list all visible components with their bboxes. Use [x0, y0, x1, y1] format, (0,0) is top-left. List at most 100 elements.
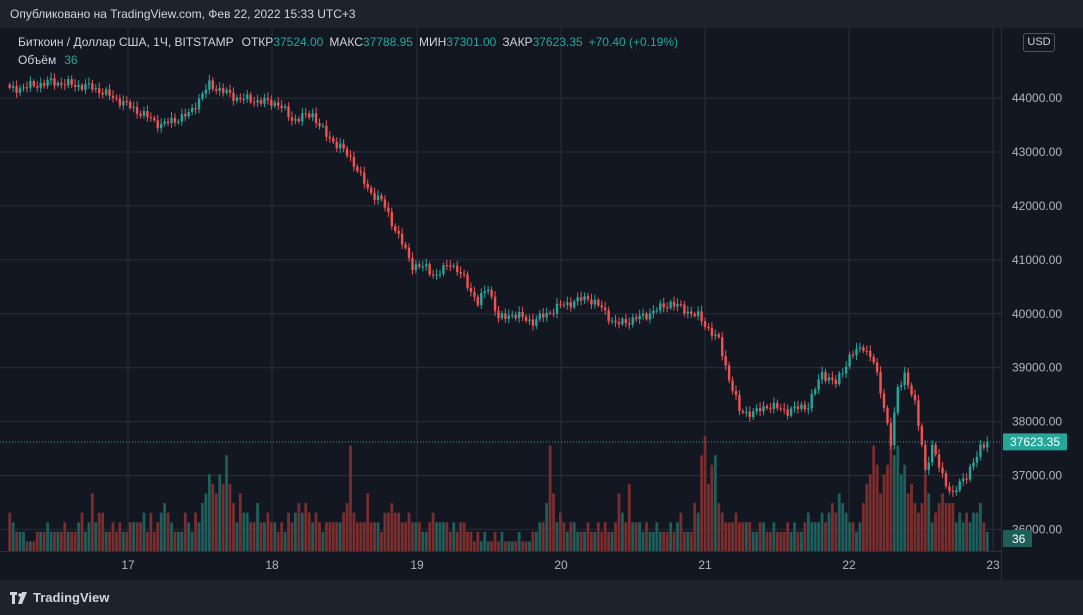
- candle-body: [779, 408, 782, 410]
- candle-body: [356, 166, 359, 171]
- candle-body: [913, 394, 917, 401]
- volume-bar: [325, 522, 328, 551]
- candle-body: [862, 347, 865, 351]
- volume-bar: [848, 522, 851, 551]
- volume-bar: [786, 522, 790, 551]
- volume-bar: [479, 541, 483, 551]
- volume-bar: [882, 474, 886, 551]
- candle-body: [118, 98, 122, 106]
- volume-bar: [930, 522, 934, 551]
- candle-body: [727, 365, 731, 381]
- price-tick-label: 43000.00: [1012, 145, 1062, 159]
- candle-body: [452, 265, 455, 267]
- volume-bar: [658, 531, 662, 551]
- volume-bar: [517, 531, 521, 551]
- volume-bar: [225, 455, 228, 551]
- volume-bar: [899, 474, 903, 551]
- volume-bar: [128, 522, 132, 551]
- volume-bar: [455, 531, 459, 551]
- volume-bar: [390, 503, 394, 551]
- candle-body: [32, 81, 36, 87]
- candle-body: [552, 313, 555, 315]
- volume-bar: [104, 531, 108, 551]
- candle-body: [710, 327, 714, 336]
- volume-bar: [565, 531, 569, 551]
- candle-body: [538, 313, 542, 320]
- volume-bar: [435, 522, 438, 551]
- candle-body: [834, 379, 838, 385]
- candle-body: [91, 83, 94, 90]
- candle-body: [194, 107, 197, 110]
- volume-bar: [283, 531, 287, 551]
- candle-body: [36, 86, 39, 88]
- candle-body: [703, 321, 707, 327]
- volume-bar: [376, 522, 380, 551]
- volume-bar: [892, 455, 896, 551]
- candle-body: [824, 372, 827, 381]
- candle-body: [672, 301, 676, 307]
- candle-body: [986, 441, 989, 448]
- volume-bar: [961, 522, 965, 551]
- chart-legend: Биткоин / Доллар США, 1Ч, BITSTAMP ОТКР …: [18, 34, 678, 68]
- candle-body: [875, 362, 879, 373]
- candle-body: [817, 379, 820, 390]
- candle-body: [328, 136, 332, 139]
- volume-bar: [8, 512, 12, 551]
- volume-bar: [548, 445, 552, 551]
- candle-body: [628, 323, 631, 325]
- volume-bar: [177, 531, 180, 551]
- candle-body: [211, 80, 215, 90]
- volume-bar: [975, 512, 979, 551]
- candle-body: [517, 311, 521, 319]
- candle-body: [153, 117, 156, 121]
- candle-body: [982, 444, 986, 448]
- volume-bar: [958, 512, 962, 551]
- candle-body: [359, 170, 363, 173]
- tradingview-logo[interactable]: TradingView: [10, 590, 109, 605]
- candle-body: [535, 319, 538, 326]
- volume-bar: [744, 522, 748, 551]
- candle-body: [256, 100, 259, 103]
- open-label: ОТКР: [241, 35, 274, 49]
- volume-bar: [603, 522, 607, 551]
- volume-bar: [707, 483, 710, 551]
- volume-bar: [662, 531, 666, 551]
- high-value: 37788.95: [362, 35, 413, 49]
- volume-bar: [913, 503, 917, 551]
- currency-badge[interactable]: USD: [1023, 33, 1055, 52]
- volume-bar: [803, 522, 807, 551]
- candle-body: [865, 350, 869, 352]
- volume-bar: [954, 522, 958, 551]
- volume-bar: [927, 493, 931, 551]
- volume-bar: [645, 522, 648, 551]
- volume-bar: [617, 493, 621, 551]
- volume-bar: [462, 522, 466, 551]
- volume-bar: [772, 522, 776, 551]
- volume-bar: [490, 541, 493, 551]
- volume-bar: [135, 522, 139, 551]
- bottom-bar: TradingView: [0, 580, 1083, 615]
- volume-label[interactable]: Объём: [18, 53, 57, 67]
- candle-body: [215, 89, 218, 91]
- volume-bar: [896, 445, 900, 551]
- candle-body: [490, 289, 493, 297]
- candle-body: [731, 380, 734, 392]
- candle-body: [60, 82, 63, 85]
- volume-bar: [538, 522, 542, 551]
- candle-body: [555, 303, 559, 314]
- volume-bar: [311, 522, 315, 551]
- candle-body: [266, 98, 270, 100]
- volume-value: 36: [64, 53, 78, 67]
- time-axis: 17 18 19 20 21 22 23: [121, 558, 1000, 572]
- candle-body: [455, 265, 459, 273]
- candle-body: [872, 356, 875, 363]
- candle-body: [741, 410, 745, 413]
- volume-bar: [338, 522, 342, 551]
- candle-body: [669, 301, 672, 309]
- candle-body: [411, 258, 414, 270]
- volume-bar: [170, 522, 173, 551]
- symbol-title[interactable]: Биткоин / Доллар США, 1Ч, BITSTAMP: [18, 35, 234, 49]
- volume-bar: [820, 512, 824, 551]
- volume-bar: [765, 531, 769, 551]
